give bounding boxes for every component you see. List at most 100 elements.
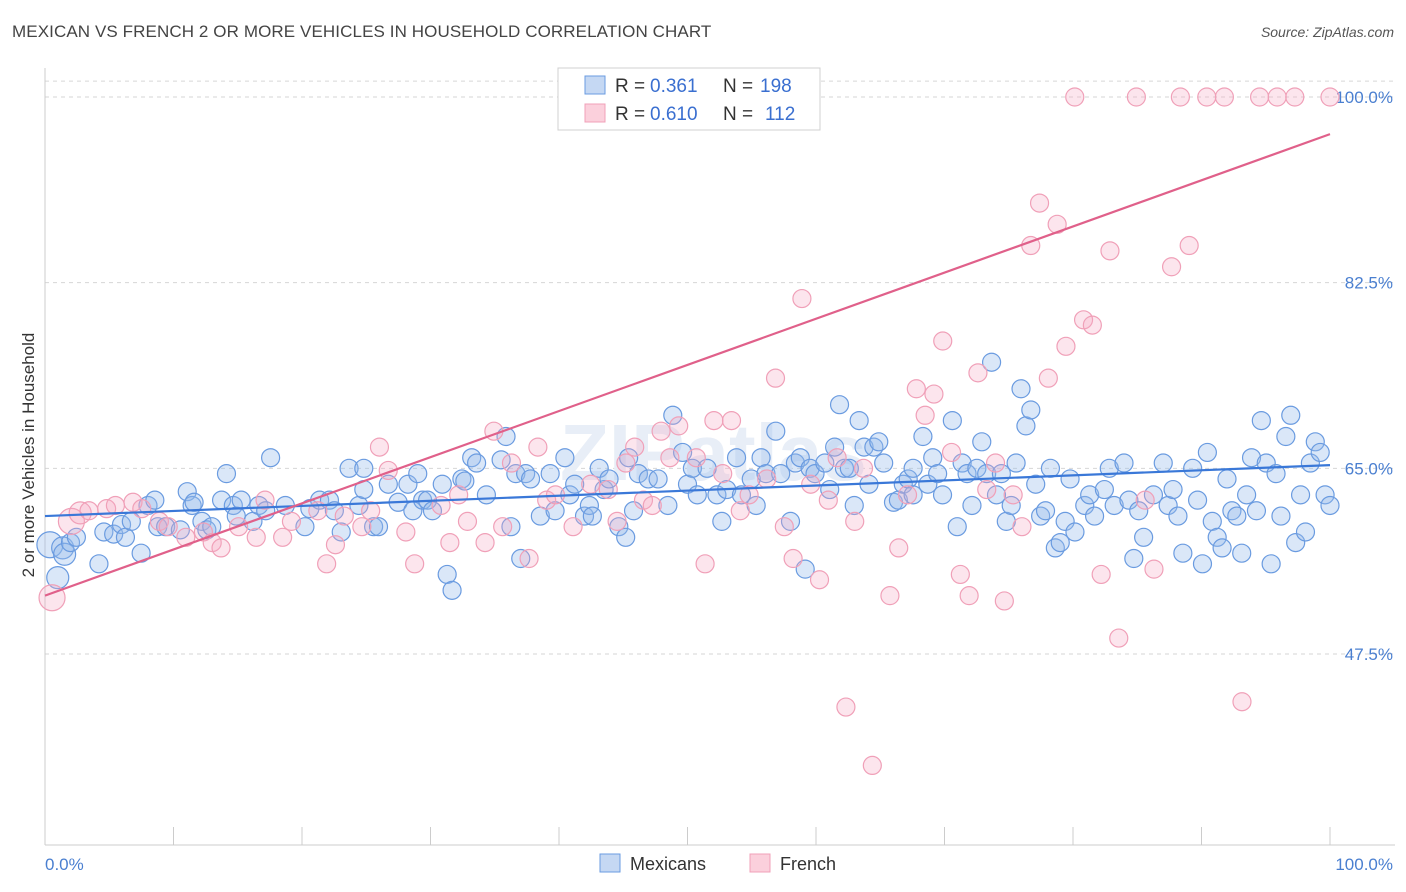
mexicans-point-103 [756, 464, 776, 484]
gridlines [45, 80, 1395, 655]
french-point-27 [396, 522, 416, 542]
mexicans-point-72 [555, 448, 575, 468]
french-point-42 [581, 474, 601, 494]
french-point-46 [625, 437, 645, 457]
french-point-81 [959, 586, 979, 606]
mexicans-point-197 [1271, 506, 1291, 526]
mexicans-point-32 [261, 448, 281, 468]
mexicans-point-77 [582, 506, 602, 526]
mexicans-point-130 [903, 458, 923, 478]
french-trend-line [44, 133, 1331, 597]
y-tick-labels: 47.5% 65.0% 82.5% 100.0% [1335, 88, 1393, 664]
french-point-93 [1065, 87, 1085, 107]
mexicans-point-131 [913, 426, 933, 447]
french-point-98 [1109, 628, 1129, 648]
mexicans-point-84 [623, 501, 644, 521]
french-point-51 [669, 416, 689, 436]
bottom-legend-label-french: French [780, 854, 836, 874]
french-point-35 [493, 517, 513, 537]
french-point-69 [845, 511, 865, 531]
french-point-70 [853, 458, 874, 478]
mexicans-point-43 [354, 458, 374, 478]
mexicans-point-182 [1197, 442, 1217, 463]
mexicans-point-8 [104, 524, 124, 544]
bottom-legend: Mexicans French [599, 853, 836, 874]
mexicans-point-108 [790, 448, 810, 468]
mexicans-point-76 [579, 495, 600, 516]
mexicans-point-150 [1011, 379, 1031, 399]
mexicans-point-176 [1163, 479, 1183, 500]
french-point-105 [1197, 87, 1217, 107]
mexicans-point-162 [1075, 495, 1095, 516]
legend-r-label-mexicans: R = [615, 76, 645, 97]
french-point-23 [352, 517, 372, 537]
mexicans-point-135 [932, 485, 953, 505]
mexicans-point-111 [805, 464, 825, 484]
french-point-68 [836, 697, 856, 717]
french-point-0 [38, 584, 66, 612]
french-point-53 [695, 554, 715, 574]
french-point-60 [765, 368, 786, 388]
mexicans-point-60 [467, 453, 487, 473]
mexicans-point-133 [923, 448, 943, 468]
mexicans-point-5 [66, 527, 86, 547]
mexicans-point-109 [795, 559, 815, 579]
mexicans-point-168 [1114, 453, 1134, 473]
mexicans-point-140 [962, 495, 982, 516]
french-point-58 [739, 485, 759, 505]
legend-box: R = 0.361 N = 198 R = 0.610 N = 112 [557, 67, 821, 131]
mexicans-point-92 [682, 458, 703, 478]
french-point-76 [915, 405, 935, 425]
mexicans-point-204 [1305, 432, 1325, 452]
french-point-54 [704, 410, 724, 431]
mexicans-point-195 [1261, 554, 1281, 574]
mexicans-point-39 [331, 522, 351, 542]
mexicans-point-20 [184, 492, 204, 512]
french-point-20 [317, 554, 337, 574]
mexicans-point-152 [1021, 400, 1041, 420]
french-point-36 [501, 453, 522, 473]
mexicans-point-181 [1192, 554, 1213, 574]
french-point-15 [246, 527, 266, 547]
mexicans-point-106 [780, 511, 801, 531]
mexicans-point-192 [1246, 501, 1267, 521]
mexicans-point-153 [1026, 474, 1046, 494]
mexicans-point-129 [903, 485, 923, 505]
legend-n-value-french: 112 [765, 104, 795, 125]
mexicans-point-199 [1281, 405, 1301, 425]
mexicans-point-3 [53, 542, 77, 566]
mexicans-point-163 [1080, 485, 1100, 505]
mexicans-point-139 [957, 464, 977, 484]
bottom-legend-swatch-mexicans [599, 853, 621, 873]
mexicans-point-141 [967, 458, 987, 478]
mexicans-point-54 [432, 474, 452, 494]
french-point-28 [405, 554, 425, 574]
legend-n-value-mexicans: 198 [760, 76, 792, 97]
french-point-87 [1012, 517, 1032, 537]
mexicans-point-149 [1006, 453, 1026, 473]
mexicans-point-201 [1290, 485, 1311, 505]
french-point-30 [440, 532, 460, 553]
french-point-71 [862, 755, 882, 776]
mexicans-point-120 [854, 437, 874, 457]
french-point-110 [1285, 87, 1305, 107]
french-point-24 [361, 501, 381, 521]
mexicans-point-38 [324, 501, 344, 521]
mexicans-point-4 [60, 532, 81, 553]
mexicans-point-203 [1300, 453, 1320, 473]
mexicans-point-134 [928, 464, 948, 484]
french-point-100 [1135, 490, 1155, 510]
mexicans-point-117 [839, 458, 859, 478]
mexicans-point-46 [378, 474, 398, 494]
french-point-74 [897, 485, 918, 505]
mexicans-point-136 [942, 410, 962, 431]
french-point-18 [281, 511, 302, 531]
french-point-49 [651, 421, 671, 441]
mexicans-point-178 [1173, 543, 1193, 563]
french-point-10 [176, 527, 196, 547]
mexicans-point-124 [874, 453, 894, 473]
french-point-103 [1170, 87, 1190, 107]
mexicans-point-169 [1119, 490, 1139, 510]
mexicans-point-83 [619, 448, 639, 468]
mexicans-trend-line [44, 464, 1331, 518]
